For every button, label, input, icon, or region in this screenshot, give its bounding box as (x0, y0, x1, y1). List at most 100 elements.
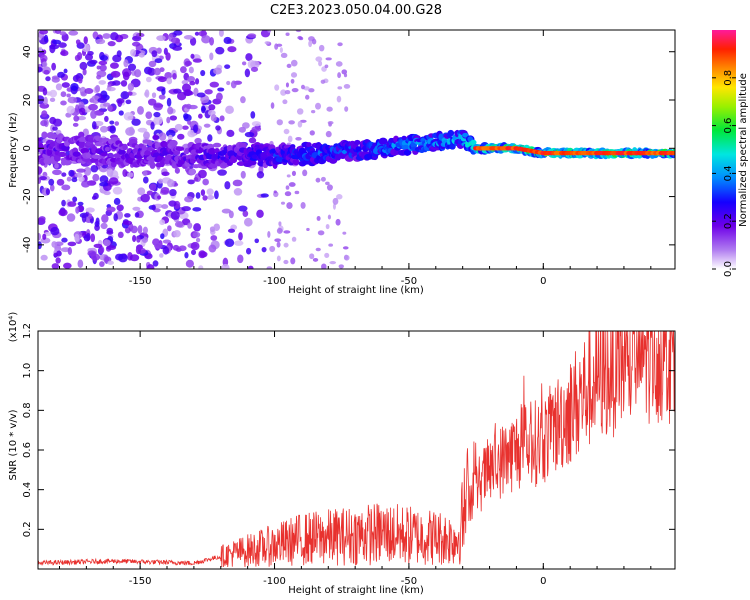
spectrogram-noise-blob (154, 58, 163, 64)
spectrogram-noise-blob (92, 173, 100, 182)
spectrogram-ridge-blob (212, 142, 222, 148)
spectrogram-ridge-blob (114, 153, 120, 159)
spectrogram-noise-blob (218, 30, 224, 37)
spectrogram-noise-blob (49, 116, 57, 125)
spectrogram-noise-blob (93, 243, 103, 248)
spectrogram-noise-blob (174, 221, 184, 228)
spectrogram-noise-blob (321, 263, 327, 269)
spectrogram-noise-blob (280, 201, 286, 205)
spectrogram-noise-blob (202, 178, 209, 186)
spectrogram-noise-blob (264, 41, 270, 45)
spectrogram-noise-blob (161, 171, 170, 177)
spectrogram-noise-blob (189, 36, 197, 46)
spectrogram-noise-blob (152, 134, 159, 141)
spectrogram-noise-blob (151, 92, 157, 99)
spectrogram-ridge-blob (117, 149, 126, 155)
spectrogram-noise-blob (98, 60, 108, 66)
spectrogram-noise-blob (158, 132, 167, 141)
spectrogram-noise-blob (104, 115, 109, 123)
spectrogram-noise-blob (189, 81, 196, 86)
spectrogram-noise-blob (51, 62, 57, 71)
spectrogram-noise-blob (79, 107, 86, 116)
snr-panel: -150 -100 -50 0 0.2 0.4 0.6 0.8 1.0 1.2 Height o… (8, 312, 676, 596)
spectrogram-noise-blob (342, 246, 349, 250)
spectrogram-ridge-blob (470, 139, 477, 145)
spectrogram-noise-blob (67, 201, 77, 207)
spectrogram-noise-blob (77, 201, 84, 206)
spectrogram-noise-blob (315, 247, 321, 252)
spectrogram-noise-blob (209, 81, 219, 88)
spectrogram-noise-blob (192, 207, 202, 212)
spectrogram-noise-blob (198, 250, 206, 259)
spectrogram-noise-blob (60, 91, 67, 98)
spectrogram-noise-blob (120, 80, 128, 87)
spectrogram-noise-blob (242, 210, 249, 217)
spectrogram-noise-blob (291, 236, 297, 242)
spectrogram-noise-blob (38, 232, 42, 241)
spectrogram-noise-blob (204, 89, 213, 95)
spectrogram-noise-blob (42, 87, 48, 96)
spectrogram-noise-blob (127, 82, 135, 92)
spectrogram-noise-blob (178, 245, 187, 252)
spectrogram-noise-blob (43, 34, 49, 43)
spectrogram-noise-blob (50, 226, 60, 236)
spectrogram-noise-blob (343, 84, 351, 89)
spectrogram-noise-blob (61, 82, 70, 88)
spectrogram-noise-blob (39, 30, 49, 35)
spectrogram-noise-blob (148, 60, 157, 68)
spectrogram-noise-blob (213, 67, 222, 75)
spectrogram-noise-blob (172, 45, 183, 51)
spectrogram-frame (37, 29, 676, 270)
spectrogram-noise-blob (98, 245, 105, 254)
spectrogram-noise-blob (89, 59, 98, 65)
spectrogram-noise-blob (181, 83, 192, 93)
spectrogram-y-tick-label: 20 (22, 94, 33, 107)
spectrogram-noise-blob (45, 188, 50, 196)
spectrogram-noise-blob (167, 106, 174, 115)
spectrogram-noise-blob (291, 170, 296, 177)
spectrogram-noise-blob (84, 88, 94, 94)
spectrogram-noise-blob (316, 216, 321, 221)
spectrogram-noise-blob (241, 61, 247, 66)
spectrogram-noise-blob (127, 63, 137, 71)
spectrogram-noise-blob (71, 177, 78, 183)
spectrogram-y-axis: -40 -20 0 20 40 (22, 45, 675, 253)
spectrogram-noise-blob (274, 238, 282, 242)
spectrogram-noise-blob (113, 197, 121, 206)
spectrogram-noise-blob (251, 126, 262, 132)
spectrogram-noise-blob (285, 32, 290, 37)
spectrogram-noise-blob (153, 242, 163, 249)
spectrogram-noise-blob (106, 245, 117, 251)
snr-x-label: Height of straight line (km) (288, 585, 424, 596)
spectrogram-noise-blob (325, 57, 332, 61)
spectrogram-noise-blob (83, 36, 88, 45)
spectrogram-noise-blob (181, 80, 189, 85)
spectrogram-noise-blob (103, 190, 111, 196)
spectrogram-ridge-blob (306, 142, 312, 148)
spectrogram-noise-blob (39, 176, 48, 181)
spectrogram-noise-blob (267, 230, 271, 238)
spectrogram-y-tick-label: -20 (22, 188, 33, 204)
spectrogram-noise-blob (267, 30, 272, 33)
spectrogram-noise-blob (180, 66, 187, 74)
spectrogram-noise-blob (184, 60, 192, 67)
spectrogram-noise-blob (85, 207, 95, 213)
spectrogram-noise-blob (137, 127, 148, 133)
spectrogram-noise-blob (74, 172, 83, 178)
spectrogram-ridge-blob (72, 151, 81, 157)
spectrogram-noise-blob (290, 59, 298, 67)
spectrogram-heatmap (38, 30, 675, 269)
spectrogram-noise-blob (52, 126, 58, 131)
spectrogram-noise-blob (332, 203, 336, 210)
spectrogram-noise-blob (302, 169, 308, 177)
spectrogram-noise-blob (246, 247, 252, 255)
spectrogram-noise-blob (276, 241, 281, 248)
figure-title: C2E3.2023.050.04.00.G28 (270, 3, 442, 18)
spectrogram-noise-blob (59, 31, 67, 36)
spectrogram-noise-blob (238, 126, 246, 133)
spectrogram-noise-blob (140, 193, 150, 203)
spectrogram-noise-blob (94, 220, 100, 228)
spectrogram-noise-blob (311, 38, 317, 45)
spectrogram-noise-blob (261, 247, 267, 253)
spectrogram-noise-blob (335, 61, 343, 67)
